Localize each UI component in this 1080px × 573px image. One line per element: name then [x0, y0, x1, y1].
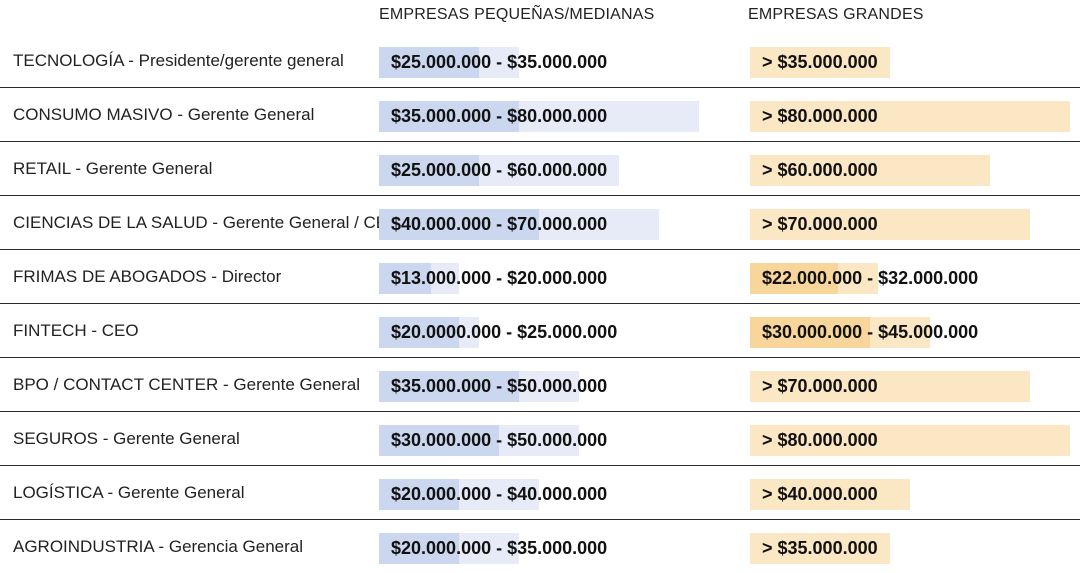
table-row: SEGUROS - Gerente General $30.000.000 - $…	[0, 412, 1080, 466]
bar-large: $22.000.000 - $32.000.000	[750, 263, 978, 294]
bar-value-label: $30.000.000 - $45.000.000	[762, 322, 979, 342]
header-small-medium: EMPRESAS PEQUEÑAS/MEDIANAS	[379, 6, 655, 23]
row-label: CIENCIAS DE LA SALUD - Gerente General /…	[13, 213, 401, 232]
bar-small-medium: $13.000.000 - $20.000.000	[379, 263, 607, 294]
bar-min-fill	[379, 425, 499, 456]
table-row: BPO / CONTACT CENTER - Gerente General $3…	[0, 358, 1080, 412]
row-label: LOGÍSTICA - Gerente General	[13, 483, 245, 502]
bar-min-fill	[379, 317, 459, 348]
row-label: TECNOLOGÍA - Presidente/gerente general	[13, 51, 344, 70]
bar-small-medium: $20.0000.000 - $25.000.000	[379, 317, 617, 348]
bar-large: > $60.000.000	[750, 155, 990, 186]
table-row: FRIMAS DE ABOGADOS - Director $13.000.000…	[0, 250, 1080, 304]
bar-range-fill	[750, 209, 1030, 240]
bar-small-medium: $35.000.000 - $80.000.000	[379, 101, 699, 132]
bar-small-medium: $25.000.000 - $60.000.000	[379, 155, 619, 186]
bar-min-fill	[379, 209, 539, 240]
table-row: TECNOLOGÍA - Presidente/gerente general $…	[0, 34, 1080, 88]
bar-range-fill	[750, 425, 1070, 456]
bar-value-label: $25.000.000 - $35.000.000	[391, 52, 608, 72]
bar-min-fill	[379, 479, 459, 510]
row-label: AGROINDUSTRIA - Gerencia General	[13, 537, 304, 556]
bar-value-label: $20.0000.000 - $25.000.000	[391, 322, 618, 342]
bar-value-label: > $40.000.000	[762, 484, 878, 504]
row-label: FINTECH - CEO	[13, 321, 139, 340]
bar-range-fill	[750, 533, 890, 564]
bar-large: > $40.000.000	[750, 479, 910, 510]
row-label: SEGUROS - Gerente General	[13, 429, 240, 448]
row-label: FRIMAS DE ABOGADOS - Director	[13, 267, 282, 286]
table-row: CIENCIAS DE LA SALUD - Gerente General /…	[0, 196, 1080, 250]
table-row: AGROINDUSTRIA - Gerencia General $20.000.…	[0, 520, 1080, 573]
bar-min-fill	[379, 101, 519, 132]
table-row: LOGÍSTICA - Gerente General $20.000.000 -…	[0, 466, 1080, 520]
bar-large: > $80.000.000	[750, 425, 1070, 456]
bar-min-fill	[379, 371, 519, 402]
bar-value-label: $13.000.000 - $20.000.000	[391, 268, 608, 288]
bar-value-label: $35.000.000 - $80.000.000	[391, 106, 608, 126]
bar-small-medium: $20.000.000 - $35.000.000	[379, 533, 607, 564]
bar-large: > $35.000.000	[750, 533, 890, 564]
bar-value-label: $20.000.000 - $40.000.000	[391, 484, 608, 504]
bar-min-fill	[750, 263, 838, 294]
bar-small-medium: $35.000.000 - $50.000.000	[379, 371, 607, 402]
bar-value-label: > $35.000.000	[762, 52, 878, 72]
bar-range-fill	[750, 479, 910, 510]
bar-small-medium: $25.000.000 - $35.000.000	[379, 47, 607, 78]
bar-large: > $35.000.000	[750, 47, 890, 78]
bar-large: > $70.000.000	[750, 209, 1030, 240]
bar-value-label: > $70.000.000	[762, 376, 878, 396]
bar-small-medium: $20.000.000 - $40.000.000	[379, 479, 607, 510]
bar-value-label: > $80.000.000	[762, 430, 878, 450]
bar-large: > $70.000.000	[750, 371, 1030, 402]
bar-range-fill	[750, 47, 890, 78]
bar-range-fill	[750, 155, 990, 186]
bar-range-fill	[750, 101, 1070, 132]
row-label: CONSUMO MASIVO - Gerente General	[13, 105, 315, 124]
bar-value-label: $20.000.000 - $35.000.000	[391, 538, 608, 558]
salary-table: TECNOLOGÍA - Presidente/gerente general $…	[0, 34, 1080, 573]
row-label: BPO / CONTACT CENTER - Gerente General	[13, 375, 361, 394]
bar-min-fill	[379, 263, 431, 294]
bar-min-fill	[750, 317, 870, 348]
bar-small-medium: $40.000.000 - $70.000.000	[379, 209, 659, 240]
table-row: CONSUMO MASIVO - Gerente General $35.000.…	[0, 88, 1080, 142]
table-row: RETAIL - Gerente General $25.000.000 - $6…	[0, 142, 1080, 196]
bar-large: > $80.000.000	[750, 101, 1070, 132]
bar-value-label: > $60.000.000	[762, 160, 878, 180]
bar-value-label: $35.000.000 - $50.000.000	[391, 376, 608, 396]
bar-range-fill	[750, 371, 1030, 402]
bar-value-label: $25.000.000 - $60.000.000	[391, 160, 608, 180]
bar-value-label: $22.000.000 - $32.000.000	[762, 268, 979, 288]
bar-value-label: $30.000.000 - $50.000.000	[391, 430, 608, 450]
bar-large: $30.000.000 - $45.000.000	[750, 317, 978, 348]
bar-value-label: > $70.000.000	[762, 214, 878, 234]
bar-min-fill	[379, 155, 479, 186]
bar-value-label: $40.000.000 - $70.000.000	[391, 214, 608, 234]
row-label: RETAIL - Gerente General	[13, 159, 213, 178]
header-large: EMPRESAS GRANDES	[748, 6, 924, 23]
bar-min-fill	[379, 533, 459, 564]
bar-small-medium: $30.000.000 - $50.000.000	[379, 425, 607, 456]
bar-min-fill	[379, 47, 479, 78]
bar-value-label: > $35.000.000	[762, 538, 878, 558]
bar-value-label: > $80.000.000	[762, 106, 878, 126]
table-row: FINTECH - CEO $20.0000.000 - $25.000.000 $…	[0, 304, 1080, 358]
